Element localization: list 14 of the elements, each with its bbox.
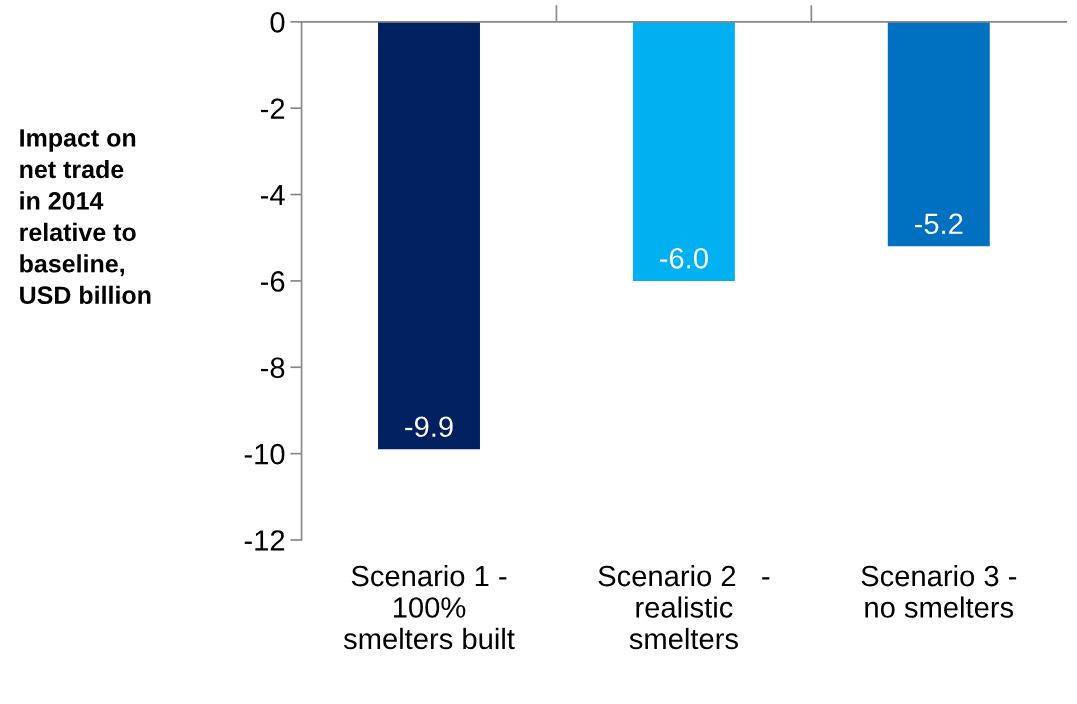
y-tick-label: -6 <box>260 271 285 292</box>
y-tick-label: -12 <box>244 530 285 551</box>
x-tick-label: Scenario 1 - 100% smelters built <box>343 564 515 650</box>
y-tick-label: -10 <box>244 443 285 465</box>
x-tick-label: Scenario 2 - realistic smelters <box>598 564 770 650</box>
data-label: -5.2 <box>914 213 963 235</box>
data-label: -9.9 <box>405 416 453 438</box>
y-tick-label: -4 <box>260 185 285 206</box>
data-label: -6.0 <box>660 248 708 269</box>
y-tick-label: 0 <box>270 12 285 33</box>
y-tick-label: -8 <box>260 357 285 379</box>
x-tick-label: Scenario 3 - no smelters <box>861 564 1017 618</box>
y-axis-title: Impact on net trade in 2014 relative to baseline, USD billion <box>20 129 151 305</box>
y-tick-label: -2 <box>260 98 285 119</box>
